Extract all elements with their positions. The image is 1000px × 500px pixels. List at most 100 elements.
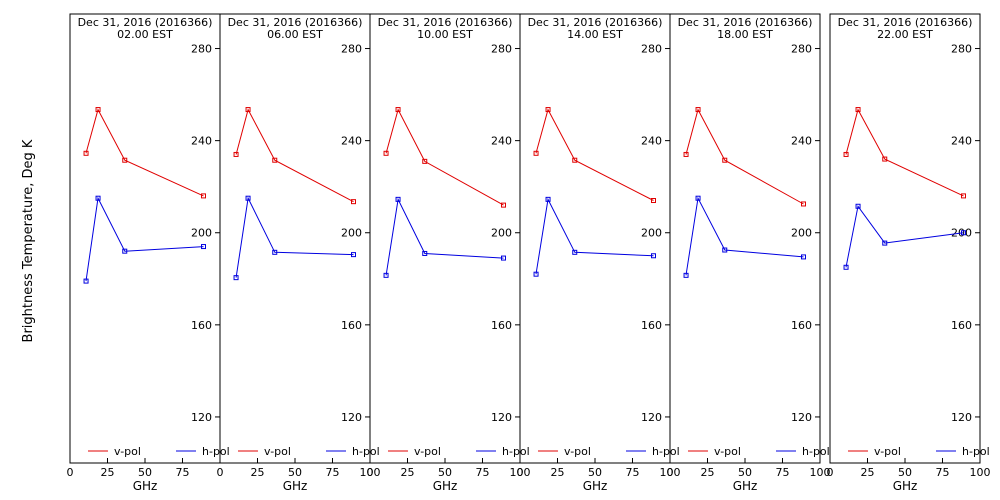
data-point-vpol: [245, 107, 251, 113]
data-point-vpol: [422, 158, 428, 164]
x-tick-label: 25: [401, 466, 415, 479]
x-tick-label: 75: [476, 466, 490, 479]
data-point-vpol: [695, 107, 701, 113]
x-tick-label: 0: [667, 466, 674, 479]
legend-label-hpol: h-pol: [202, 445, 230, 458]
data-point-vpol: [383, 150, 389, 156]
x-tick-label: 100: [810, 466, 831, 479]
data-point-hpol: [533, 271, 539, 277]
x-tick-label: 0: [367, 466, 374, 479]
panel-title: Dec 31, 2016 (2016366): [678, 16, 813, 29]
x-tick-label: 25: [861, 466, 875, 479]
y-tick-label: 120: [341, 411, 362, 424]
x-tick-label: 75: [326, 466, 340, 479]
y-tick-label: 280: [791, 43, 812, 56]
data-point-hpol: [961, 230, 966, 236]
data-point-vpol: [272, 157, 278, 163]
panel-title: Dec 31, 2016 (2016366): [378, 16, 513, 29]
y-tick-label: 240: [791, 135, 812, 148]
legend-label-vpol: v-pol: [264, 445, 291, 458]
data-point-hpol: [843, 264, 849, 270]
y-tick-label: 160: [191, 319, 212, 332]
x-tick-label: 50: [738, 466, 752, 479]
y-tick-label: 240: [951, 135, 972, 148]
series-line-vpol: [85, 108, 204, 197]
panel-subtitle: 02.00 EST: [117, 28, 173, 41]
x-tick-label: 100: [510, 466, 531, 479]
data-point-vpol: [533, 150, 539, 156]
y-tick-label: 160: [791, 319, 812, 332]
x-axis-label: GHz: [283, 479, 308, 493]
data-point-hpol: [501, 255, 506, 261]
data-point-hpol: [695, 195, 701, 201]
x-tick-label: 50: [588, 466, 602, 479]
data-point-vpol: [855, 107, 861, 113]
legend-label-hpol: h-pol: [352, 445, 380, 458]
y-tick-label: 240: [341, 135, 362, 148]
panel-subtitle: 14.00 EST: [567, 28, 623, 41]
panel-2: Dec 31, 2016 (2016366)06.00 EST 120 160 200…: [217, 13, 381, 493]
legend-label-hpol: h-pol: [652, 445, 680, 458]
data-point-hpol: [83, 278, 89, 284]
legend-label-vpol: v-pol: [874, 445, 901, 458]
data-point-hpol: [545, 196, 551, 202]
data-point-hpol: [801, 254, 806, 260]
y-tick-label: 280: [191, 43, 212, 56]
y-tick-label: 160: [341, 319, 362, 332]
data-point-vpol: [351, 199, 356, 205]
y-tick-label: 280: [341, 43, 362, 56]
legend-label-vpol: v-pol: [114, 445, 141, 458]
y-tick-label: 240: [191, 135, 212, 148]
x-tick-label: 25: [701, 466, 715, 479]
panels: Dec 31, 2016 (2016366)02.00 EST120160200…: [67, 13, 991, 493]
y-tick-label: 120: [951, 411, 972, 424]
x-tick-label: 100: [970, 466, 991, 479]
legend-label-hpol: h-pol: [802, 445, 830, 458]
x-tick-label: 75: [776, 466, 790, 479]
series-line-hpol: [845, 205, 964, 268]
x-axis-label: GHz: [733, 479, 758, 493]
data-point-vpol: [395, 107, 401, 113]
panel-title: Dec 31, 2016 (2016366): [78, 16, 213, 29]
data-point-hpol: [383, 272, 389, 278]
x-tick-label: 25: [551, 466, 565, 479]
legend-label-vpol: v-pol: [714, 445, 741, 458]
series-line-hpol: [235, 196, 354, 278]
data-point-hpol: [201, 244, 206, 250]
x-tick-label: 25: [101, 466, 115, 479]
y-tick-label: 280: [951, 43, 972, 56]
series-line-vpol: [235, 108, 354, 203]
legend-label-hpol: h-pol: [502, 445, 530, 458]
panel-subtitle: 18.00 EST: [717, 28, 773, 41]
x-axis-label: GHz: [133, 479, 158, 493]
x-tick-label: 0: [827, 466, 834, 479]
panel-3: Dec 31, 2016 (2016366)10.00 EST 120 160 200…: [367, 13, 531, 493]
x-tick-label: 100: [660, 466, 681, 479]
y-tick-label: 200: [191, 227, 212, 240]
y-tick-label: 240: [491, 135, 512, 148]
series-line-vpol: [685, 108, 804, 205]
x-tick-label: 100: [360, 466, 381, 479]
legend-label-vpol: v-pol: [414, 445, 441, 458]
x-tick-label: 0: [67, 466, 74, 479]
y-tick-label: 200: [491, 227, 512, 240]
panel-subtitle: 10.00 EST: [417, 28, 473, 41]
data-point-vpol: [801, 201, 806, 207]
x-tick-label: 0: [217, 466, 224, 479]
y-tick-label: 160: [491, 319, 512, 332]
data-point-vpol: [722, 157, 728, 163]
y-tick-label: 160: [641, 319, 662, 332]
x-tick-label: 50: [138, 466, 152, 479]
x-axis-label: GHz: [583, 479, 608, 493]
data-point-vpol: [572, 157, 578, 163]
y-tick-label: 120: [791, 411, 812, 424]
data-point-hpol: [683, 272, 689, 278]
data-point-hpol: [233, 275, 239, 281]
x-axis-label: GHz: [433, 479, 458, 493]
data-point-vpol: [122, 157, 128, 163]
panel-title: Dec 31, 2016 (2016366): [228, 16, 363, 29]
panel-subtitle: 22.00 EST: [877, 28, 933, 41]
y-tick-label: 200: [791, 227, 812, 240]
y-tick-label: 160: [951, 319, 972, 332]
data-point-hpol: [95, 195, 101, 201]
